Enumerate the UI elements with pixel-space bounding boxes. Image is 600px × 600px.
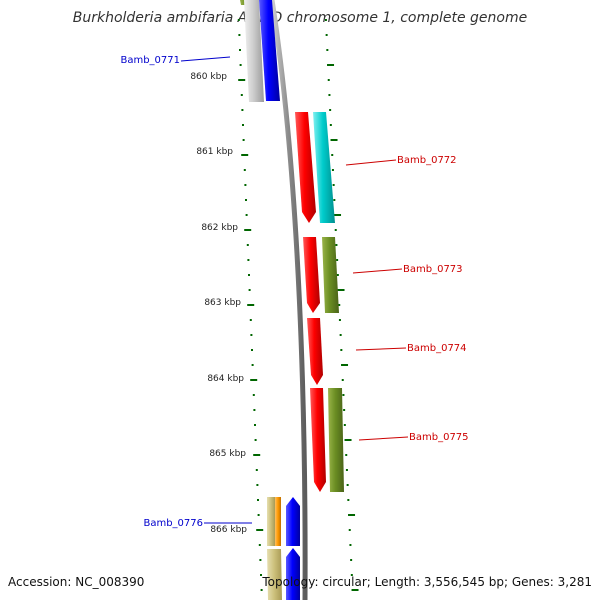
map-title: Burkholderia ambifaria AMMD chromosome 1…	[72, 10, 528, 26]
reverse-gene-bamb0776	[286, 497, 300, 546]
tan-feature-bottom	[267, 549, 282, 600]
orange-feature-0776	[275, 497, 281, 546]
reverse-gene-bamb0771	[259, 0, 280, 101]
label-leaders	[180, 56, 409, 524]
forward-gene-bamb0772	[295, 112, 316, 223]
accession-label: Accession: NC_008390	[8, 575, 145, 589]
feature-track	[240, 0, 344, 600]
genome-summary: Topology: circular; Length: 3,556,545 bp…	[262, 575, 592, 589]
scale-label-865: 865 kbp	[209, 449, 246, 459]
leader-bamb0774	[355, 347, 407, 351]
gene-label-bamb0772[interactable]: Bamb_0772	[397, 155, 457, 166]
scale-label-866: 866 kbp	[210, 525, 247, 535]
forward-gene-bamb0775	[310, 388, 326, 492]
scale-label-863: 863 kbp	[204, 298, 241, 308]
tick-marks	[237, 19, 359, 591]
olive-feature-0775	[328, 388, 344, 492]
leader-bamb0772	[345, 159, 397, 166]
scale-label-861: 861 kbp	[196, 147, 233, 157]
cyan-feature-0772	[313, 112, 335, 223]
gene-label-bamb0771[interactable]: Bamb_0771	[120, 55, 180, 66]
gene-label-bamb0774[interactable]: Bamb_0774	[407, 343, 467, 354]
chromosome-backbone	[269, 0, 308, 600]
tan-feature-0776	[267, 497, 275, 546]
gray-feature-top	[244, 0, 264, 102]
gene-label-bamb0773[interactable]: Bamb_0773	[403, 264, 463, 275]
forward-gene-bamb0774	[307, 318, 323, 385]
leader-bamb0773	[352, 268, 403, 274]
scale-label-862: 862 kbp	[201, 223, 238, 233]
scale-label-864: 864 kbp	[207, 374, 244, 384]
reverse-gene-bottom	[286, 548, 300, 600]
gene-label-bamb0775[interactable]: Bamb_0775	[409, 432, 469, 443]
gene-label-bamb0776[interactable]: Bamb_0776	[143, 518, 203, 529]
leader-bamb0775	[358, 436, 409, 441]
leader-bamb0771	[180, 56, 231, 62]
scale-label-860: 860 kbp	[190, 72, 227, 82]
olive-feature-0773	[322, 237, 339, 313]
forward-gene-bamb0773	[303, 237, 320, 313]
